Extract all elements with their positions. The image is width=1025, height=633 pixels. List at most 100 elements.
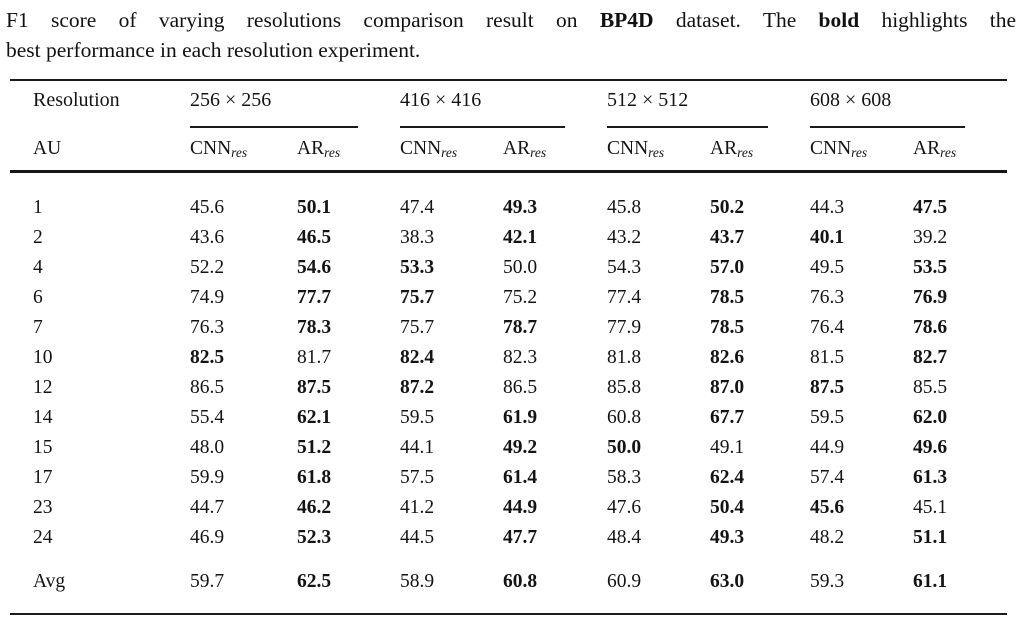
value-cell: 59.7 (190, 570, 225, 592)
value-cell: 41.2 (400, 496, 435, 518)
value-cell: 45.6 (190, 196, 225, 218)
value-cell: 61.1 (913, 570, 948, 592)
value-cell: 60.9 (607, 570, 642, 592)
value-cell: 53.3 (400, 256, 435, 278)
value-cell: 82.6 (710, 346, 745, 368)
au-cell: 10 (33, 346, 53, 368)
value-cell: 44.1 (400, 436, 435, 458)
value-cell: 86.5 (190, 376, 225, 398)
col-header-text: CNN (810, 137, 852, 159)
group-header-608: 608 × 608 (810, 80, 1007, 128)
value-cell: 58.3 (607, 466, 642, 488)
avg-row: Avg 59.7 62.5 58.9 60.8 60.9 63.0 59.3 61.1 (10, 553, 1007, 614)
value-cell: 58.9 (400, 570, 435, 592)
value-cell: 82.3 (503, 346, 538, 368)
au-cell: 17 (33, 466, 53, 488)
value-cell: 85.5 (913, 376, 948, 398)
value-cell: 57.0 (710, 256, 745, 278)
caption-dataset-name: BP4D (599, 8, 654, 32)
value-cell: 76.3 (810, 286, 845, 308)
resolution-corner-cell: Resolution (10, 80, 190, 128)
group-label: 416 × 416 (400, 89, 482, 111)
value-cell: 49.5 (810, 256, 845, 278)
au-cell: Avg (33, 570, 66, 592)
value-cell: 59.3 (810, 570, 845, 592)
col-header-text: AR (710, 137, 738, 159)
value-cell: 78.6 (913, 316, 948, 338)
value-cell: 77.9 (607, 316, 642, 338)
table-row: 10 82.5 81.7 82.4 82.3 81.8 82.6 81.5 82.7 (10, 343, 1007, 373)
caption-bold-word: bold (818, 8, 860, 32)
value-cell: 77.7 (297, 286, 332, 308)
value-cell: 48.2 (810, 526, 845, 548)
value-cell: 81.5 (810, 346, 845, 368)
value-cell: 78.5 (710, 286, 745, 308)
value-cell: 46.9 (190, 526, 225, 548)
group-header-256: 256 × 256 (190, 80, 400, 128)
group-underline (607, 126, 768, 128)
value-cell: 81.8 (607, 346, 642, 368)
value-cell: 44.5 (400, 526, 435, 548)
col-header-subscript: res (648, 144, 665, 160)
value-cell: 86.5 (503, 376, 538, 398)
value-cell: 44.9 (810, 436, 845, 458)
table-row: 4 52.2 54.6 53.3 50.0 54.3 57.0 49.5 53.5 (10, 253, 1007, 283)
value-cell: 82.4 (400, 346, 435, 368)
value-cell: 87.2 (400, 376, 435, 398)
col-header-subscript: res (940, 144, 957, 160)
value-cell: 87.0 (710, 376, 745, 398)
value-cell: 57.4 (810, 466, 845, 488)
value-cell: 51.1 (913, 526, 948, 548)
caption-line-1: F1 score of varying resolutions comparis… (6, 5, 1016, 35)
value-cell: 62.1 (297, 406, 332, 428)
value-cell: 49.3 (503, 196, 538, 218)
value-cell: 59.5 (810, 406, 845, 428)
col-header-ar-608: ARres (913, 128, 1007, 173)
value-cell: 47.6 (607, 496, 642, 518)
value-cell: 43.6 (190, 226, 225, 248)
col-header-text: AR (503, 137, 531, 159)
value-cell: 54.3 (607, 256, 642, 278)
group-header-row: Resolution 256 × 256 416 × 416 512 × 512… (10, 80, 1007, 128)
col-header-subscript: res (231, 144, 248, 160)
table-row: 17 59.9 61.8 57.5 61.4 58.3 62.4 57.4 61.3 (10, 463, 1007, 493)
value-cell: 50.2 (710, 196, 745, 218)
col-header-text: AR (913, 137, 941, 159)
col-header-subscript: res (441, 144, 458, 160)
value-cell: 48.0 (190, 436, 225, 458)
value-cell: 76.3 (190, 316, 225, 338)
col-header-subscript: res (324, 144, 341, 160)
col-header-ar-512: ARres (710, 128, 810, 173)
value-cell: 50.0 (503, 256, 538, 278)
value-cell: 82.5 (190, 346, 225, 368)
value-cell: 60.8 (607, 406, 642, 428)
table-row: 23 44.7 46.2 41.2 44.9 47.6 50.4 45.6 45.1 (10, 493, 1007, 523)
value-cell: 81.7 (297, 346, 332, 368)
value-cell: 61.3 (913, 466, 948, 488)
value-cell: 75.2 (503, 286, 538, 308)
group-header-416: 416 × 416 (400, 80, 607, 128)
f1-results-table: Resolution 256 × 256 416 × 416 512 × 512… (10, 79, 1007, 615)
value-cell: 45.6 (810, 496, 845, 518)
group-underline (810, 126, 965, 128)
au-cell: 4 (33, 256, 43, 278)
value-cell: 38.3 (400, 226, 435, 248)
value-cell: 59.9 (190, 466, 225, 488)
col-header-ar-416: ARres (503, 128, 607, 173)
value-cell: 87.5 (297, 376, 332, 398)
table-row: 12 86.5 87.5 87.2 86.5 85.8 87.0 87.5 85.5 (10, 373, 1007, 403)
caption-text: highlights the (859, 8, 1017, 32)
value-cell: 63.0 (710, 570, 745, 592)
col-header-text: CNN (190, 137, 232, 159)
value-cell: 57.5 (400, 466, 435, 488)
value-cell: 74.9 (190, 286, 225, 308)
value-cell: 42.1 (503, 226, 538, 248)
au-cell: 24 (33, 526, 53, 548)
au-cell: 14 (33, 406, 53, 428)
value-cell: 43.7 (710, 226, 745, 248)
value-cell: 78.3 (297, 316, 332, 338)
value-cell: 44.7 (190, 496, 225, 518)
col-header-text: CNN (400, 137, 442, 159)
caption-line-2: best performance in each resolution expe… (6, 38, 421, 62)
value-cell: 49.3 (710, 526, 745, 548)
